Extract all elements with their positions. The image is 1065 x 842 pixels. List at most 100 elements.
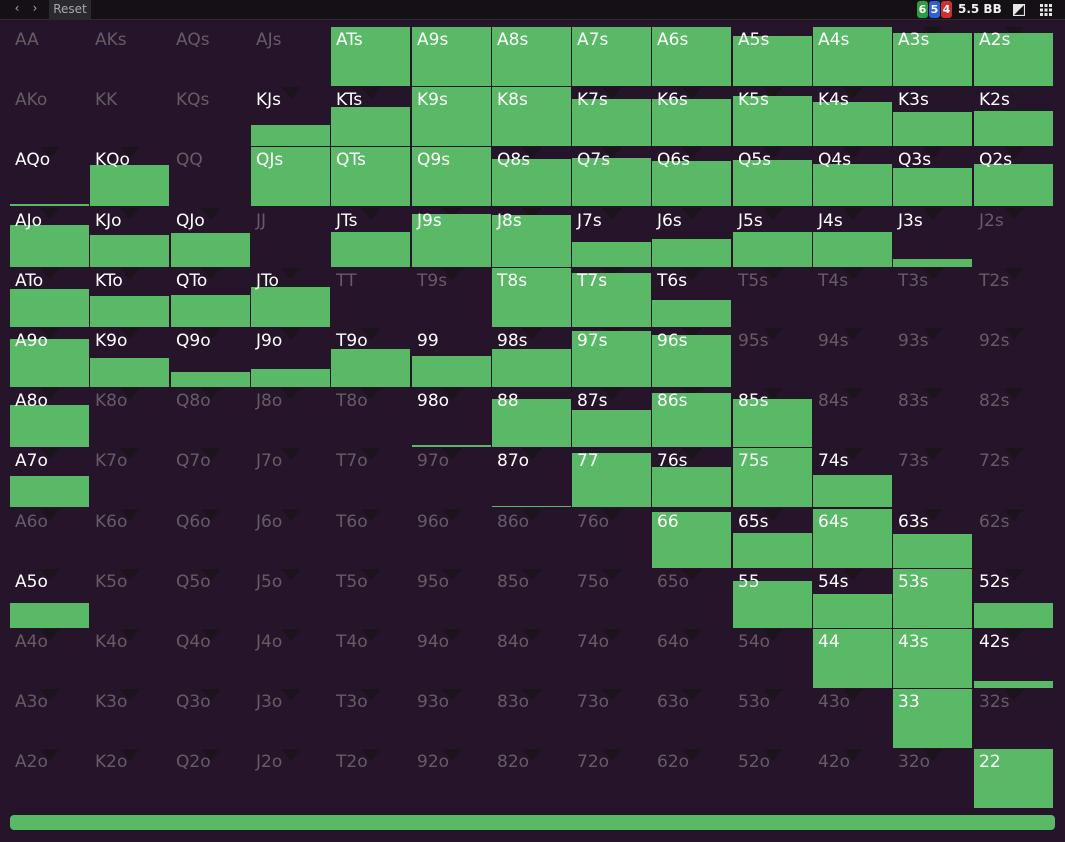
hand-cell-q3s[interactable]: Q3s [893,147,972,206]
hand-cell-32s[interactable]: 32s [974,689,1053,748]
hand-cell-73s[interactable]: 73s [893,448,972,507]
hand-cell-33[interactable]: 33 [893,689,972,748]
hand-cell-52o[interactable]: 52o [733,749,812,808]
hand-cell-a6o[interactable]: A6o [10,509,89,568]
hand-cell-k4s[interactable]: K4s [813,87,892,146]
hand-cell-q9o[interactable]: Q9o [171,328,250,387]
hand-cell-63o[interactable]: 63o [652,689,731,748]
hand-cell-t9s[interactable]: T9s [412,268,491,327]
hand-cell-a8s[interactable]: A8s [492,27,571,86]
hand-cell-k6o[interactable]: K6o [90,509,169,568]
hand-cell-q4s[interactable]: Q4s [813,147,892,206]
hand-cell-ako[interactable]: AKo [10,87,89,146]
hand-cell-a9o[interactable]: A9o [10,328,89,387]
hand-cell-ats[interactable]: ATs [331,27,410,86]
hand-cell-a8o[interactable]: A8o [10,388,89,447]
hand-cell-94s[interactable]: 94s [813,328,892,387]
hand-cell-54o[interactable]: 54o [733,629,812,688]
hand-cell-95o[interactable]: 95o [412,569,491,628]
hand-cell-a3o[interactable]: A3o [10,689,89,748]
hand-cell-k6s[interactable]: K6s [652,87,731,146]
hand-cell-q2s[interactable]: Q2s [974,147,1053,206]
hand-cell-kts[interactable]: KTs [331,87,410,146]
chevron-left-icon[interactable]: ‹ [14,1,20,15]
hand-cell-63s[interactable]: 63s [893,509,972,568]
chevron-right-icon[interactable]: › [32,1,38,15]
hand-cell-97s[interactable]: 97s [572,328,651,387]
hand-cell-84s[interactable]: 84s [813,388,892,447]
hand-cell-aks[interactable]: AKs [90,27,169,86]
hand-cell-j2o[interactable]: J2o [251,749,330,808]
hand-cell-t5o[interactable]: T5o [331,569,410,628]
hand-cell-j7s[interactable]: J7s [572,208,651,267]
hand-cell-92s[interactable]: 92s [974,328,1053,387]
hand-cell-a4o[interactable]: A4o [10,629,89,688]
hand-cell-76s[interactable]: 76s [652,448,731,507]
hand-cell-73o[interactable]: 73o [572,689,651,748]
hand-cell-99[interactable]: 99 [412,328,491,387]
hand-cell-q9s[interactable]: Q9s [412,147,491,206]
hand-cell-t7s[interactable]: T7s [572,268,651,327]
hand-cell-a2s[interactable]: A2s [974,27,1053,86]
hand-cell-a4s[interactable]: A4s [813,27,892,86]
hand-cell-74o[interactable]: 74o [572,629,651,688]
hand-cell-96s[interactable]: 96s [652,328,731,387]
hand-cell-92o[interactable]: 92o [412,749,491,808]
hand-cell-k5o[interactable]: K5o [90,569,169,628]
hand-cell-kto[interactable]: KTo [90,268,169,327]
hand-cell-72s[interactable]: 72s [974,448,1053,507]
hand-cell-t7o[interactable]: T7o [331,448,410,507]
hand-cell-tt[interactable]: TT [331,268,410,327]
hand-cell-a7s[interactable]: A7s [572,27,651,86]
hand-cell-65o[interactable]: 65o [652,569,731,628]
hand-cell-k9o[interactable]: K9o [90,328,169,387]
hand-cell-72o[interactable]: 72o [572,749,651,808]
hand-cell-43s[interactable]: 43s [893,629,972,688]
hand-cell-q6s[interactable]: Q6s [652,147,731,206]
hand-cell-a2o[interactable]: A2o [10,749,89,808]
hand-cell-j4s[interactable]: J4s [813,208,892,267]
hand-cell-a3s[interactable]: A3s [893,27,972,86]
hand-cell-aqs[interactable]: AQs [171,27,250,86]
hand-cell-a7o[interactable]: A7o [10,448,89,507]
hand-cell-82o[interactable]: 82o [492,749,571,808]
hand-cell-j7o[interactable]: J7o [251,448,330,507]
hand-cell-96o[interactable]: 96o [412,509,491,568]
hand-cell-42o[interactable]: 42o [813,749,892,808]
hand-cell-jj[interactable]: JJ [251,208,330,267]
hand-cell-84o[interactable]: 84o [492,629,571,688]
hand-cell-43o[interactable]: 43o [813,689,892,748]
hand-cell-q4o[interactable]: Q4o [171,629,250,688]
hand-cell-t4o[interactable]: T4o [331,629,410,688]
hand-cell-a9s[interactable]: A9s [412,27,491,86]
hand-cell-kjo[interactable]: KJo [90,208,169,267]
hand-cell-32o[interactable]: 32o [893,749,972,808]
hand-cell-t2s[interactable]: T2s [974,268,1053,327]
hand-cell-52s[interactable]: 52s [974,569,1053,628]
hand-cell-a6s[interactable]: A6s [652,27,731,86]
hand-cell-93s[interactable]: 93s [893,328,972,387]
hand-cell-87s[interactable]: 87s [572,388,651,447]
hand-cell-t5s[interactable]: T5s [733,268,812,327]
hand-cell-j8o[interactable]: J8o [251,388,330,447]
hand-cell-j3s[interactable]: J3s [893,208,972,267]
hand-cell-75s[interactable]: 75s [733,448,812,507]
hand-cell-k9s[interactable]: K9s [412,87,491,146]
hand-cell-q8o[interactable]: Q8o [171,388,250,447]
hand-cell-aqo[interactable]: AQo [10,147,89,206]
hand-cell-qto[interactable]: QTo [171,268,250,327]
hand-cell-93o[interactable]: 93o [412,689,491,748]
hand-cell-kk[interactable]: KK [90,87,169,146]
hand-cell-95s[interactable]: 95s [733,328,812,387]
hand-cell-65s[interactable]: 65s [733,509,812,568]
hand-cell-qts[interactable]: QTs [331,147,410,206]
hand-cell-a5s[interactable]: A5s [733,27,812,86]
hand-cell-j4o[interactable]: J4o [251,629,330,688]
hand-cell-53s[interactable]: 53s [893,569,972,628]
hand-cell-66[interactable]: 66 [652,509,731,568]
hand-cell-ajo[interactable]: AJo [10,208,89,267]
hand-cell-kqo[interactable]: KQo [90,147,169,206]
hand-cell-q5s[interactable]: Q5s [733,147,812,206]
hand-cell-j5s[interactable]: J5s [733,208,812,267]
hand-cell-t4s[interactable]: T4s [813,268,892,327]
